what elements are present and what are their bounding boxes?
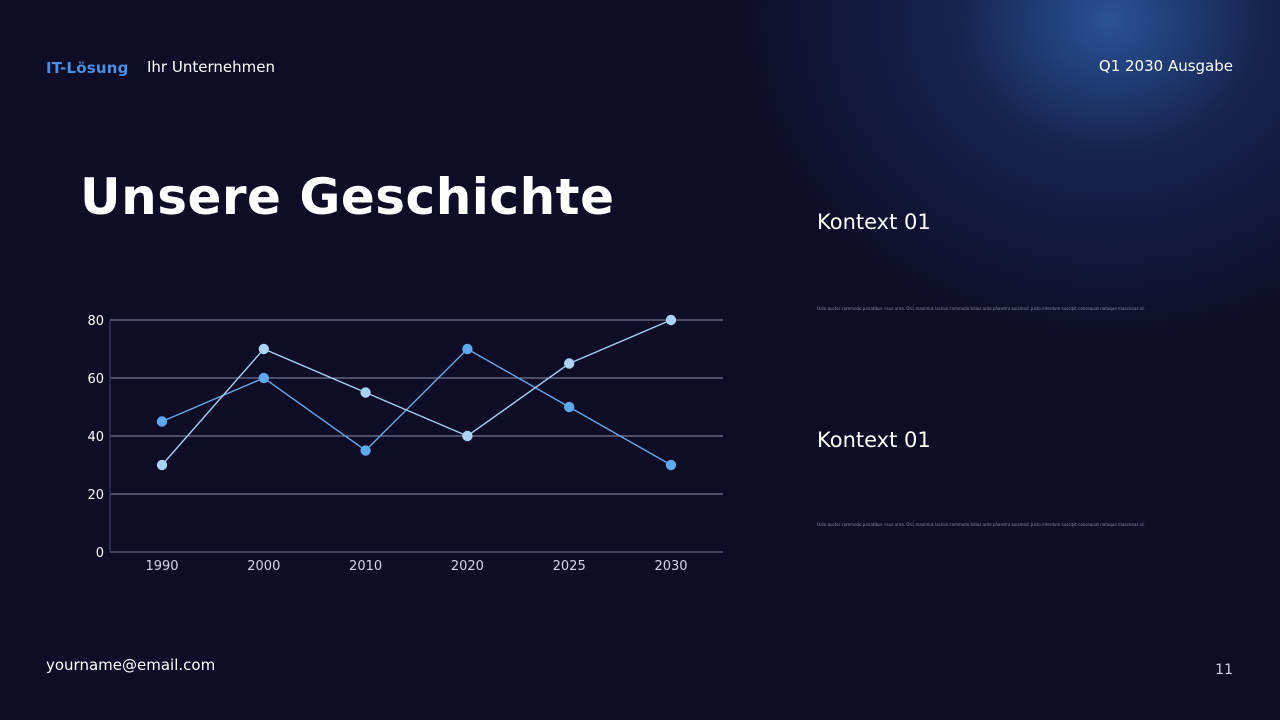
y-tick-label: 80 xyxy=(87,314,104,329)
data-point xyxy=(360,387,371,398)
context-body-1: Odio auctor commodo penatibus risus urna… xyxy=(817,306,1145,311)
chart-lines xyxy=(161,319,672,466)
x-tick-label: 2000 xyxy=(247,559,280,574)
x-tick-label: 2020 xyxy=(451,559,484,574)
page-title: Unsere Geschichte xyxy=(80,168,615,226)
y-tick-label: 60 xyxy=(87,372,104,387)
page-number: 11 xyxy=(1215,662,1233,678)
edition-label: Q1 2030 Ausgabe xyxy=(1098,57,1233,75)
chart-grid xyxy=(110,319,723,495)
chart-points xyxy=(156,314,677,471)
series-line-1 xyxy=(161,348,672,466)
context-title-2: Kontext 01 xyxy=(817,428,931,452)
data-point xyxy=(156,459,168,471)
chart-axes xyxy=(109,320,723,553)
contact-email[interactable]: yourname@email.com xyxy=(46,656,216,674)
y-tick-label: 40 xyxy=(87,430,104,445)
x-tick-label: 2010 xyxy=(349,559,382,574)
line-chart: 0 20 40 60 80 1990 2000 2010 2020 2025 2030 xyxy=(87,314,723,574)
data-point xyxy=(665,459,677,471)
context-title-1: Kontext 01 xyxy=(817,210,931,234)
data-point xyxy=(462,343,473,355)
data-point xyxy=(564,358,575,369)
data-point xyxy=(462,430,473,442)
series-line-2 xyxy=(161,319,672,466)
context-body-2: Odio auctor commodo penatibus risus urna… xyxy=(817,522,1145,527)
data-point xyxy=(258,343,269,355)
y-tick-label: 20 xyxy=(87,488,104,503)
brand-logo: IT-Lösung xyxy=(46,59,129,77)
x-tick-label: 2025 xyxy=(553,559,586,574)
data-point xyxy=(360,445,371,456)
data-point xyxy=(258,372,269,384)
company-name: Ihr Unternehmen xyxy=(147,58,275,76)
data-point xyxy=(665,314,677,326)
y-tick-label: 0 xyxy=(96,546,104,561)
x-tick-label: 1990 xyxy=(145,559,178,574)
data-point xyxy=(564,401,575,413)
x-tick-label: 2030 xyxy=(654,559,687,574)
chart-labels: 0 20 40 60 80 1990 2000 2010 2020 2025 2030 xyxy=(87,314,687,574)
data-point xyxy=(156,416,168,427)
